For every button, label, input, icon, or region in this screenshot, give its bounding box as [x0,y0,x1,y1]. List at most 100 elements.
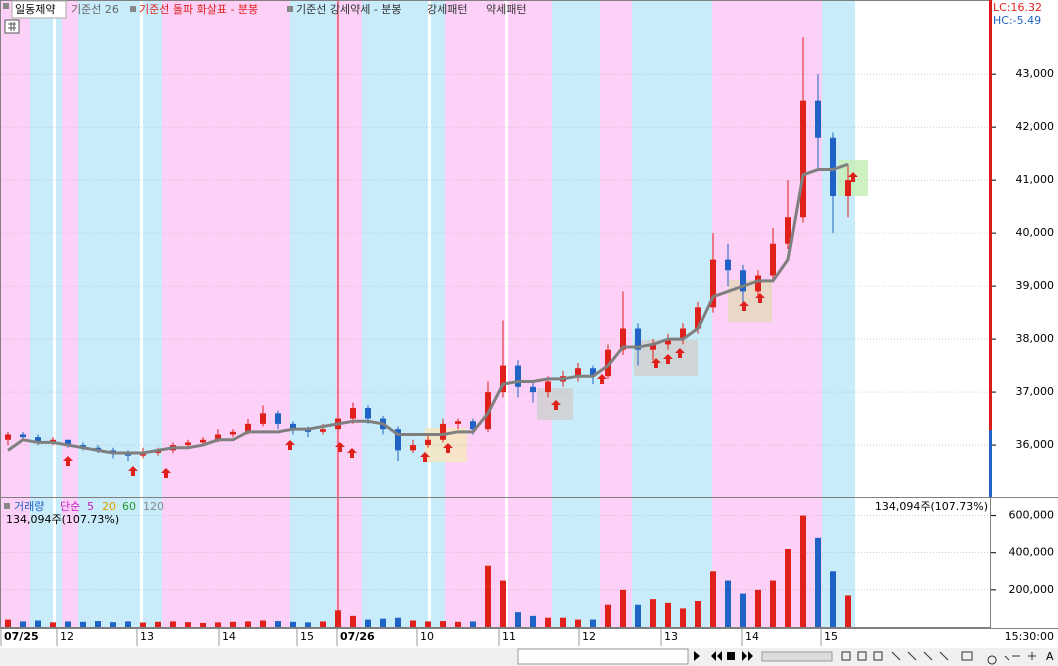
x-tick-label: 13 [140,630,154,643]
candle-body [530,386,536,393]
rewind-button[interactable] [711,651,722,661]
pattern-band [0,0,30,628]
plot: 36,000 37,000 38,000 39,000 40,000 41,000 42,0… [0,37,1054,646]
ma-period: 120 [143,500,164,513]
y-tick-label: 600,000 [1009,509,1055,522]
volume-bar [290,621,296,627]
band-gap [505,0,508,628]
candle-body [35,437,41,443]
volume-bar [665,602,671,627]
y-tick-label: 36,000 [1016,438,1055,451]
breakout-arrow [739,301,749,311]
volume-bar [650,599,656,627]
candle-body [710,259,716,308]
candle-body [365,407,371,419]
candle-body [605,349,611,377]
volume-bar [80,621,86,627]
band-gap [428,0,431,628]
band-gap [140,0,143,628]
pattern-band [600,0,632,628]
tool-text-icon[interactable]: A [1046,650,1054,663]
volume-bar [245,621,251,627]
volume-bar [560,617,566,627]
indicator: 기준선 26 [71,3,119,16]
candle-body [845,180,851,197]
candle-body [515,365,521,387]
volume-bar [785,549,791,627]
y-tick-label: 43,000 [1016,67,1055,80]
candle-body [815,100,821,138]
volume-bar [590,619,596,627]
x-tick-label: 07/26 [340,630,375,643]
volume-bar [95,621,101,627]
volume-bar [110,622,116,627]
breakout-arrow [651,358,661,368]
breakout-arrow [63,456,73,466]
x-tick-label: 12 [582,630,596,643]
candle-body [800,100,806,218]
pattern-band [30,0,62,628]
volume-bar [200,622,206,627]
volume-bar [140,622,146,627]
volume-bar [20,621,26,627]
time-label: 15:30:00 [1005,630,1054,643]
legend-strong: 강세패턴 [427,3,467,16]
y-tick-label: 40,000 [1016,226,1055,239]
volume-bar [575,619,581,627]
pattern-band [822,0,855,628]
forward-button[interactable] [742,651,753,661]
breakout-arrow [347,448,357,458]
scroll-track[interactable] [517,648,689,665]
tool-icons[interactable] [841,651,1036,665]
candle-body [20,434,26,438]
candle-body [410,445,416,451]
volume-bar [620,589,626,627]
volume-bar [365,619,371,627]
volume-bar [50,622,56,627]
legend-weak: 약세패턴 [486,2,526,16]
candle-body [470,421,476,430]
volume-bar [830,571,836,627]
x-tick-label: 07/25 [4,630,39,643]
table-icon[interactable] [4,19,20,34]
candle-body [725,259,731,271]
zoom-slider[interactable] [761,651,833,662]
pattern-band [336,0,362,628]
volume-bar [275,621,281,627]
volume-bar [230,621,236,627]
volume-bar [485,565,491,627]
candle-body [650,344,656,350]
hc-label: HC:-5.49 [993,14,1041,27]
candle-body [590,368,596,377]
volume-bar [215,622,221,627]
play-button[interactable] [694,651,700,661]
stop-button[interactable] [727,652,735,660]
breakout-arrow [443,443,453,453]
candle-body [200,439,206,443]
x-tick-label: 11 [502,630,516,643]
candle-body [260,413,266,424]
x-tick-label: 10 [420,630,434,643]
candle-body [5,434,11,440]
volume-bar [710,571,716,627]
breakout-arrow [663,354,673,364]
breakout-arrow [551,400,561,410]
candle-body [440,423,446,440]
breakout-arrow [285,440,295,450]
volume-bar [335,610,341,627]
volume-bar [35,620,41,627]
pattern-band [362,0,445,628]
volume-bar [605,604,611,627]
candle-body [545,381,551,393]
breakout-arrow [335,442,345,452]
candle-body [620,328,626,350]
volume-bar [350,615,356,627]
volume-bar [515,612,521,627]
x-tick-label: 15 [824,630,838,643]
volume-bar [755,589,761,627]
volume-bar [455,621,461,627]
ma-period: 60 [122,500,136,513]
toolbar: A [0,648,1058,666]
indicator: 기준선 강세약세 - 분봉 [296,2,402,16]
candle-body [230,431,236,435]
